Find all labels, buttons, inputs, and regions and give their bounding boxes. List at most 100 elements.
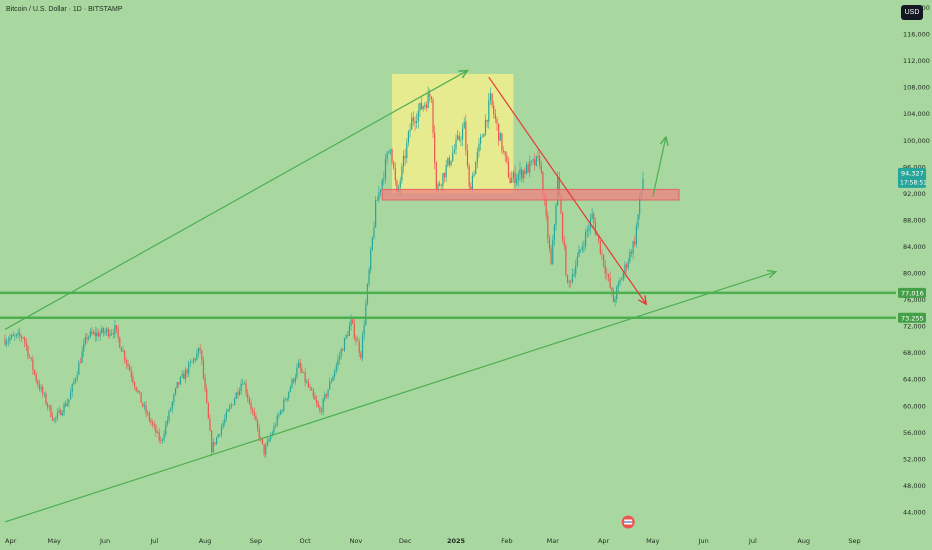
candle-body — [542, 171, 544, 197]
candle — [33, 369, 36, 376]
candle — [132, 372, 134, 385]
candle-body — [88, 336, 90, 339]
candle — [324, 391, 326, 402]
candle-body — [603, 254, 605, 266]
x-tick-label: Apr — [5, 537, 17, 545]
candle — [256, 418, 259, 432]
candle-body — [248, 398, 250, 404]
candle-body — [350, 319, 352, 327]
candle-body — [524, 170, 526, 174]
candle — [473, 170, 475, 178]
candle-body — [547, 215, 549, 239]
candle-body — [238, 390, 241, 395]
candle — [253, 407, 255, 420]
candle — [338, 351, 341, 365]
y-tick-label: 52,000 — [903, 455, 926, 463]
currency-button[interactable]: USD — [901, 5, 923, 20]
candle — [70, 387, 72, 400]
candle-body — [593, 214, 595, 223]
candle-body — [265, 445, 267, 455]
candle — [502, 146, 505, 155]
candle-body — [184, 369, 186, 380]
candle-body — [425, 104, 428, 108]
candle-body — [309, 387, 311, 389]
candle — [379, 189, 382, 197]
candle — [588, 223, 590, 237]
x-tick-label: Aug — [797, 537, 810, 545]
candle — [286, 397, 288, 403]
candle-body — [211, 431, 213, 453]
candle-body — [145, 405, 147, 413]
candle-body — [506, 155, 508, 162]
candle-body — [348, 326, 350, 336]
candle — [160, 436, 162, 444]
candle-body — [312, 390, 314, 397]
candle — [389, 149, 391, 156]
candle — [416, 113, 418, 129]
candle — [443, 172, 446, 183]
candle — [586, 225, 588, 238]
y-tick-label: 80,000 — [903, 270, 926, 278]
candle — [317, 400, 319, 409]
candle — [439, 180, 441, 187]
candle — [347, 330, 349, 338]
candle-body — [370, 249, 372, 270]
y-tick-label: 100,000 — [903, 137, 930, 145]
candle — [621, 277, 623, 281]
candle-body — [32, 359, 34, 370]
candle-body — [19, 332, 21, 336]
candle — [115, 324, 118, 334]
candle — [461, 123, 464, 147]
candle — [634, 235, 636, 247]
candle — [173, 392, 175, 406]
candle — [225, 408, 227, 422]
candle — [9, 334, 11, 345]
candle-body — [630, 251, 633, 254]
candle-body — [174, 388, 177, 395]
candle — [112, 328, 114, 339]
candle-body — [532, 159, 534, 162]
y-axis[interactable]: 44,000 48,000 52,000 56,000 60,000 64,000 68,0… — [903, 0, 930, 516]
candle-body — [253, 411, 255, 416]
candle-body — [424, 104, 426, 107]
candle-body — [439, 183, 441, 186]
candle-body — [293, 379, 295, 382]
candle-body — [565, 245, 567, 276]
candle — [171, 400, 173, 414]
candle-body — [127, 363, 129, 367]
candle — [460, 136, 462, 147]
candle-body — [63, 404, 65, 413]
candle-body — [412, 117, 414, 122]
candle-body — [606, 273, 608, 275]
candle-body — [599, 240, 601, 254]
candle — [540, 160, 542, 174]
candle — [14, 333, 16, 341]
candle-body — [437, 183, 439, 190]
candle — [306, 379, 308, 384]
price-label-box — [898, 167, 926, 188]
candle-body — [353, 323, 355, 338]
candle-body — [96, 332, 98, 337]
candle-body — [534, 159, 536, 166]
candle-body — [206, 388, 208, 403]
candle — [491, 92, 493, 109]
candle-body — [161, 439, 164, 441]
candle — [127, 359, 129, 371]
candle-body — [596, 233, 598, 236]
candle — [532, 158, 534, 165]
candle-body — [548, 238, 551, 249]
candle — [371, 236, 373, 252]
support-zone — [381, 188, 680, 201]
candle — [68, 399, 70, 408]
candle — [348, 321, 350, 337]
flag-icon[interactable] — [621, 515, 635, 529]
candle-body — [466, 150, 469, 166]
candle — [493, 100, 495, 119]
price-label-box — [898, 312, 926, 323]
candle — [102, 327, 104, 337]
candle — [37, 378, 39, 388]
candle-body — [402, 156, 405, 167]
candle — [129, 363, 131, 372]
